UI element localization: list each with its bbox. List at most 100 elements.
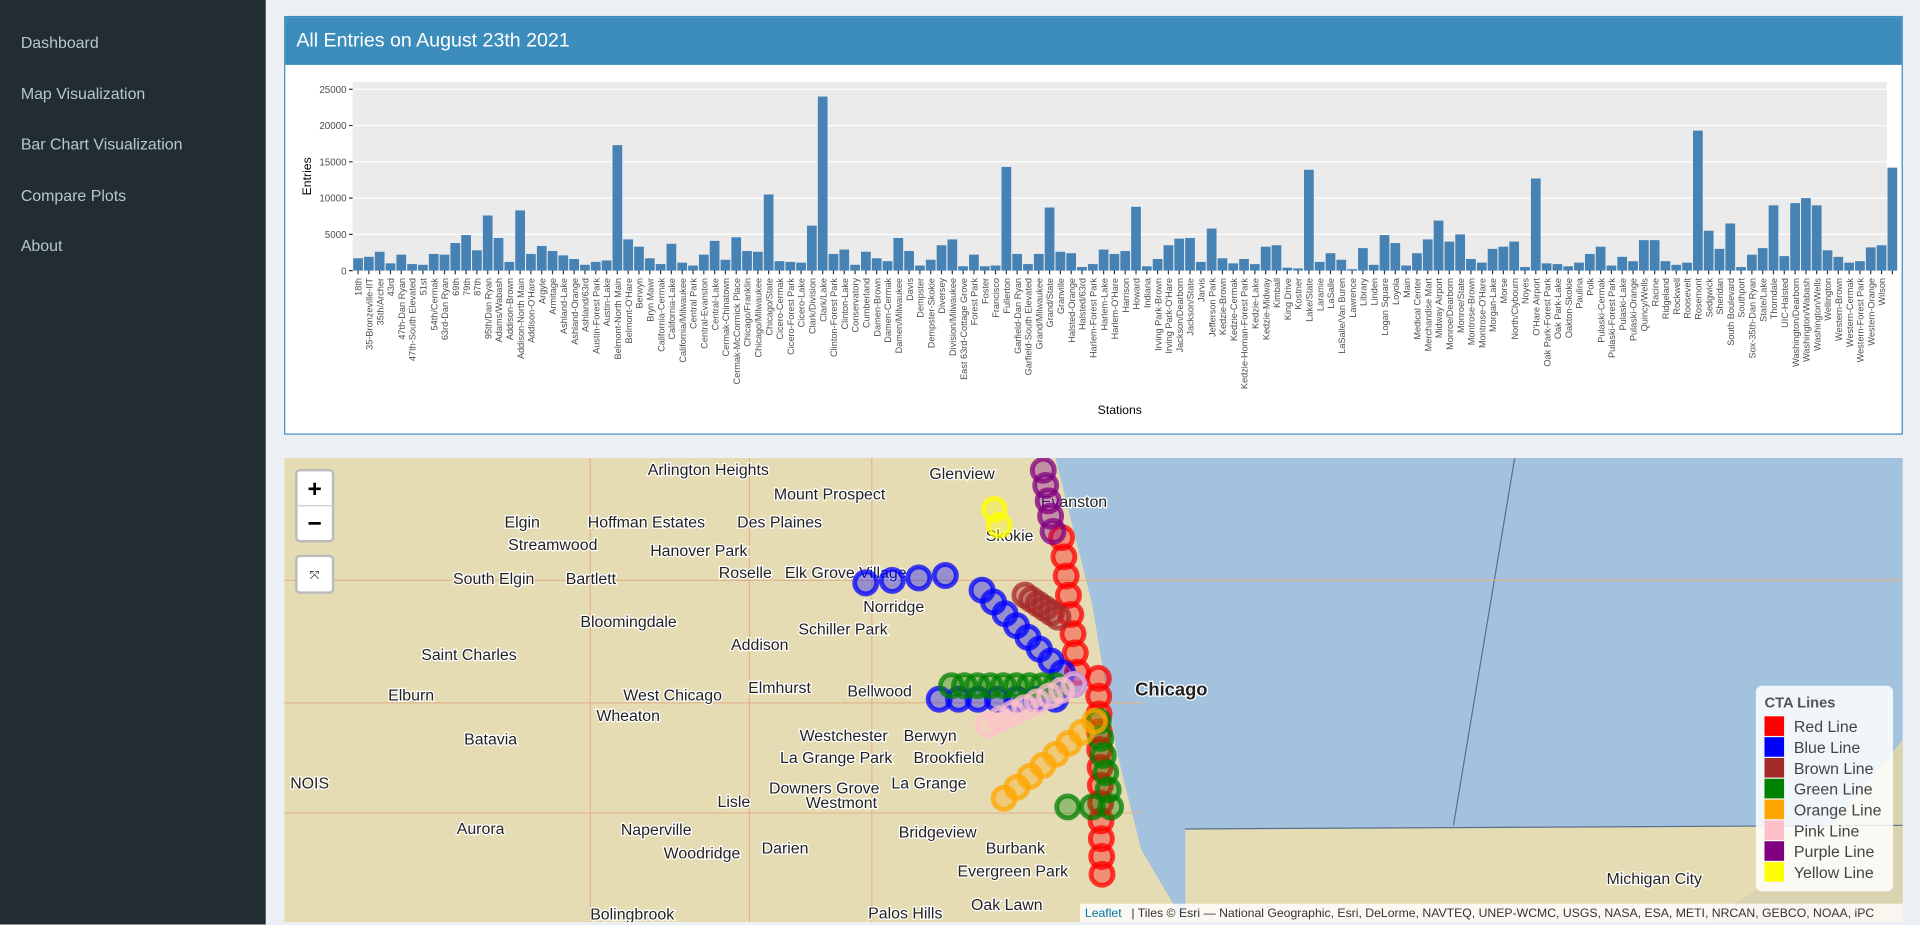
x-tick-label: Belmont-O'Hare <box>624 278 634 343</box>
station-marker[interactable] <box>1044 603 1072 631</box>
bar <box>796 262 806 271</box>
bar <box>580 264 590 271</box>
bar <box>925 259 936 271</box>
station-marker[interactable] <box>1052 562 1080 590</box>
zoom-in[interactable]: + <box>308 476 322 503</box>
place-label: Hanover Park <box>650 543 747 560</box>
station-marker[interactable] <box>852 569 880 597</box>
reset-icon: ⤧ <box>310 568 320 582</box>
station-marker[interactable] <box>1060 671 1088 698</box>
x-tick-label: Merchandise Mart <box>1423 278 1433 352</box>
x-tick-label: Fullerton <box>1002 278 1012 314</box>
zoom-out[interactable]: − <box>308 510 322 537</box>
place-label: West Chicago <box>623 687 722 704</box>
bar <box>1195 261 1206 271</box>
bar <box>1282 267 1293 271</box>
x-tick-label: Francisco <box>991 278 1001 318</box>
station-marker[interactable] <box>1081 707 1109 735</box>
station-marker[interactable] <box>878 566 906 594</box>
bar <box>839 249 850 271</box>
legend-label: Blue Line <box>1794 740 1860 757</box>
station-marker[interactable] <box>1050 543 1078 571</box>
legend-swatch <box>1764 737 1785 757</box>
bar <box>1336 259 1347 271</box>
x-tick-label: Lake/State <box>1305 278 1315 322</box>
bar <box>1379 235 1390 271</box>
nav-item[interactable]: Bar Chart Visualization <box>20 134 183 154</box>
x-tick-label: Wilson <box>1877 278 1887 306</box>
station-marker[interactable] <box>1061 639 1089 667</box>
x-tick-label: Monroe/State <box>1456 278 1466 333</box>
x-tick-label: Damen-Brown <box>872 278 882 337</box>
x-tick-label: 35th/Archer <box>375 278 385 325</box>
bar <box>1412 253 1422 271</box>
station-marker[interactable] <box>1059 620 1087 648</box>
bar <box>1109 253 1120 271</box>
nav-item[interactable]: Compare Plots <box>20 185 127 204</box>
station-marker[interactable] <box>945 685 973 713</box>
bar <box>828 253 839 271</box>
nav-item[interactable]: Dashboard <box>20 33 99 52</box>
bar <box>936 245 947 271</box>
bar <box>1628 261 1638 271</box>
x-tick-label: Central-Evanston <box>699 278 709 349</box>
bar <box>1023 264 1033 271</box>
x-tick-label: Cermak-Chinatown <box>721 278 731 357</box>
bar <box>623 239 634 271</box>
bar <box>439 254 450 271</box>
x-tick-label: South Boulevard <box>1726 278 1736 346</box>
place-label: Streamwood <box>508 537 597 554</box>
nav-item[interactable]: About <box>20 236 63 255</box>
bar <box>1703 230 1714 271</box>
x-tick-label: 79th <box>462 278 472 296</box>
nav-item[interactable]: Map Visualization <box>20 83 146 103</box>
bar <box>893 237 904 271</box>
station-marker[interactable] <box>1088 860 1116 888</box>
x-tick-label: Bryn Mawr <box>645 278 655 322</box>
place-label: Naperville <box>621 822 692 839</box>
station-marker[interactable] <box>985 511 1013 539</box>
legend-swatch <box>1764 757 1785 778</box>
bar <box>1390 243 1401 271</box>
place-label: NOIS <box>290 776 329 793</box>
y-axis-label: Entries <box>300 157 314 195</box>
bar <box>1066 253 1077 271</box>
bar <box>569 259 580 271</box>
x-tick-label: Clark/Division <box>808 278 818 334</box>
x-tick-label: 95th/Dan Ryan <box>483 278 493 339</box>
x-tick-label: Monroe/Dearborn <box>1445 278 1455 350</box>
x-tick-label: Ashland-Orange <box>570 278 580 345</box>
bar <box>1422 239 1433 271</box>
bar <box>558 255 569 271</box>
station-marker[interactable] <box>1054 793 1082 821</box>
station-marker[interactable] <box>905 564 933 592</box>
bar <box>1584 253 1595 271</box>
x-tick-label: Granville <box>1056 278 1066 314</box>
x-tick-label: Washington/Dearborn <box>1791 278 1801 367</box>
bar <box>1865 247 1876 271</box>
place-label: Roselle <box>719 565 772 582</box>
x-tick-label: Cicero-Cermak <box>775 278 785 340</box>
x-tick-label: Western-Cermak <box>1845 278 1855 348</box>
bar <box>731 237 742 271</box>
y-tick-label: 15000 <box>319 157 347 168</box>
station-marker[interactable] <box>1054 581 1082 609</box>
x-tick-label: Argyle <box>537 278 547 304</box>
legend-swatch <box>1764 820 1785 841</box>
station-marker[interactable] <box>931 562 959 589</box>
attribution-link[interactable]: Leaflet <box>1085 906 1122 920</box>
place-label: Brookfield <box>913 750 984 767</box>
legend-label: Red Line <box>1794 719 1858 736</box>
reset-view[interactable] <box>295 554 335 594</box>
station-marker[interactable] <box>1078 793 1106 821</box>
bar <box>1001 166 1012 271</box>
bar <box>1055 251 1066 271</box>
bar <box>1811 205 1822 271</box>
x-tick-label: Oakton-Skokie <box>1564 278 1574 338</box>
legend-swatch <box>1764 799 1785 820</box>
bar <box>1141 266 1152 271</box>
x-tick-label: LaSalle <box>1326 278 1336 309</box>
station-marker[interactable] <box>1097 793 1125 821</box>
station-marker[interactable] <box>1039 517 1067 545</box>
